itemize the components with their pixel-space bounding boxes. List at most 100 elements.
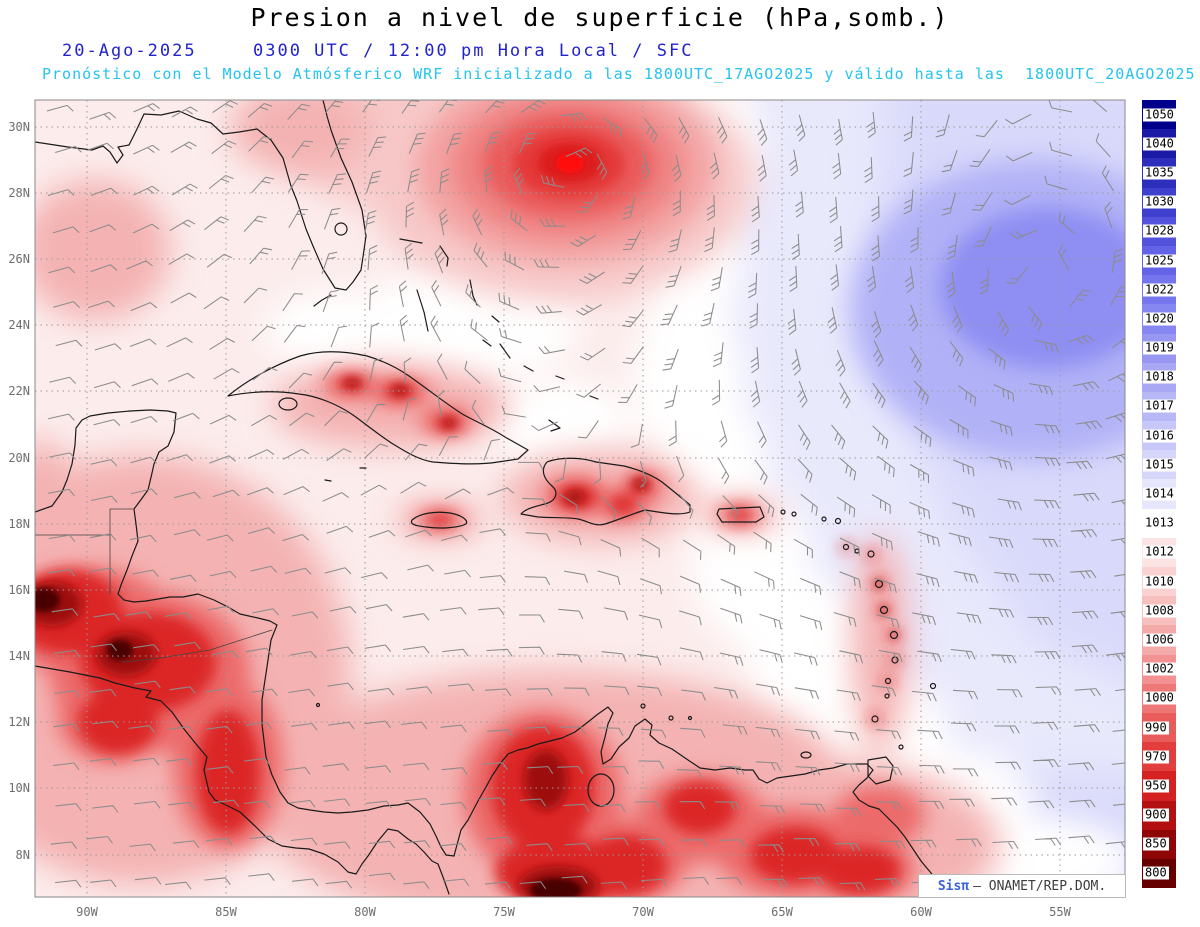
colorbar-entry: 1020 <box>1142 304 1186 334</box>
colorbar-entry: 1015 <box>1142 450 1186 480</box>
lon-tick-label: 70W <box>632 905 654 919</box>
lat-tick-label: 16N <box>8 583 30 597</box>
lat-axis: 30N 28N 26N 24N 22N 20N 18N 16N 14N 12N 10N 8N <box>8 120 30 862</box>
lat-tick-label: 8N <box>16 848 30 862</box>
colorbar-entry: 990 <box>1142 712 1186 743</box>
colorbar-value: 1010 <box>1143 574 1176 589</box>
gridlines-layer <box>35 100 1125 897</box>
colorbar-entry: 1028 <box>1142 216 1186 246</box>
map-frame <box>34 99 1126 898</box>
coast-gulf-florida <box>35 100 367 291</box>
lat-tick-label: 22N <box>8 384 30 398</box>
colorbar-entry: 1019 <box>1142 333 1186 363</box>
colorbar-value: 1000 <box>1143 690 1176 705</box>
lesser-antilles-islands <box>315 509 937 759</box>
lat-tick-label: 14N <box>8 649 30 663</box>
lat-tick-label: 28N <box>8 186 30 200</box>
colorbar-entry: 1018 <box>1142 362 1186 392</box>
colorbar-entry: 950 <box>1142 771 1186 801</box>
colorbar-value: 1028 <box>1143 223 1176 238</box>
lat-tick-label: 12N <box>8 715 30 729</box>
colorbar-entry: 1016 <box>1142 421 1186 451</box>
colorbar-entry: 1006 <box>1142 625 1186 655</box>
colorbar-value: 990 <box>1143 720 1169 735</box>
colorbar-value: 1050 <box>1143 107 1176 122</box>
coast-central-america-caribbean <box>35 409 950 897</box>
attribution-text: — ONAMET/REP.DOM. <box>973 878 1107 894</box>
forecast-note: Pronóstico con el Modelo Atmósferico WRF… <box>42 65 1196 83</box>
colorbar-value: 1016 <box>1143 428 1176 443</box>
colorbar-value: 1030 <box>1143 194 1176 209</box>
colorbar-entry: 1030 <box>1142 187 1186 217</box>
colorbar-value: 1025 <box>1143 253 1176 268</box>
lake-okeechobee <box>334 222 348 236</box>
coast-bahamas <box>324 238 599 482</box>
colorbar-entry: 970 <box>1142 742 1186 772</box>
colorbar-entry: 1000 <box>1142 683 1186 713</box>
colorbar-entry: 1010 <box>1142 567 1186 597</box>
valid-time-label: 0300 UTC / 12:00 pm Hora Local / SFC <box>253 41 694 61</box>
colorbar-value: 800 <box>1143 865 1169 880</box>
colorbar-entry: 1040 <box>1142 129 1186 159</box>
colorbar-value: 1018 <box>1143 369 1176 384</box>
lat-tick-label: 24N <box>8 318 30 332</box>
colorbar-entry: 850 <box>1142 829 1186 859</box>
valid-date: 20-Ago-2025 <box>62 41 197 61</box>
colorbar-value: 1008 <box>1143 603 1176 618</box>
colorbar-value: 1017 <box>1143 398 1176 413</box>
wind-barbs-layer <box>46 100 1125 891</box>
colorbar-entry: 1035 <box>1142 158 1186 188</box>
colorbar-entry: 1002 <box>1142 654 1186 684</box>
colorbar-value: 1019 <box>1143 340 1176 355</box>
colorbar-value: 1035 <box>1143 165 1176 180</box>
coast-trinidad <box>867 756 894 785</box>
lon-tick-label: 55W <box>1049 905 1071 919</box>
colorbar-value: 970 <box>1143 749 1169 764</box>
colorbar-value: 1022 <box>1143 282 1176 297</box>
lat-tick-label: 10N <box>8 781 30 795</box>
lon-tick-label: 60W <box>910 905 932 919</box>
colorbar-entry: 1012 <box>1142 537 1186 567</box>
colorbar-value: 1015 <box>1143 457 1176 472</box>
lake-maracaibo <box>587 773 615 807</box>
colorbar-entry: 800 <box>1142 858 1186 889</box>
colorbar-value: 1020 <box>1143 311 1176 326</box>
colorbar-value: 850 <box>1143 836 1169 851</box>
lat-tick-label: 18N <box>8 517 30 531</box>
colorbar-entry: 1050 <box>1142 100 1186 130</box>
colorbar-entry: 1017 <box>1142 391 1186 422</box>
isla-juventud <box>278 397 298 411</box>
gridlines <box>35 100 1125 897</box>
lon-axis: 90W 85W 80W 75W 70W 65W 60W 55W <box>76 905 1071 919</box>
colorbar-entry: 1008 <box>1142 596 1186 626</box>
colorbar-value: 950 <box>1143 778 1169 793</box>
colorbar-entry: 1013 <box>1142 508 1186 538</box>
colorbar: 1050 1040 1035 1030 1028 1025 1022 1020 1019 1018… <box>1142 100 1186 889</box>
colorbar-entry: 1025 <box>1142 245 1186 276</box>
colorbar-value: 1014 <box>1143 486 1176 501</box>
colorbar-value: 1012 <box>1143 544 1176 559</box>
lon-tick-label: 80W <box>354 905 376 919</box>
lon-tick-label: 65W <box>771 905 793 919</box>
lat-tick-label: 20N <box>8 451 30 465</box>
colorbar-value: 1002 <box>1143 661 1176 676</box>
wind-barbs <box>46 100 1125 891</box>
coast-puerto-rico <box>716 506 765 523</box>
lon-tick-label: 85W <box>215 905 237 919</box>
chart-title: Presion a nivel de superficie (hPa,somb.… <box>250 3 950 32</box>
political-borders <box>35 508 273 663</box>
colorbar-value: 900 <box>1143 807 1169 822</box>
coast-cuba <box>227 351 529 465</box>
colorbar-entry: 900 <box>1142 800 1186 830</box>
lat-tick-label: 30N <box>8 120 30 134</box>
colorbar-value: 1013 <box>1143 515 1176 530</box>
coast-hispaniola <box>520 457 691 526</box>
attribution: Sisπ — ONAMET/REP.DOM. <box>918 874 1126 898</box>
colorbar-value: 1040 <box>1143 136 1176 151</box>
colorbar-entry: 1014 <box>1142 479 1186 509</box>
lon-tick-label: 75W <box>493 905 515 919</box>
colorbar-value: 1006 <box>1143 632 1176 647</box>
lon-tick-label: 90W <box>76 905 98 919</box>
coast-jamaica <box>410 511 468 529</box>
